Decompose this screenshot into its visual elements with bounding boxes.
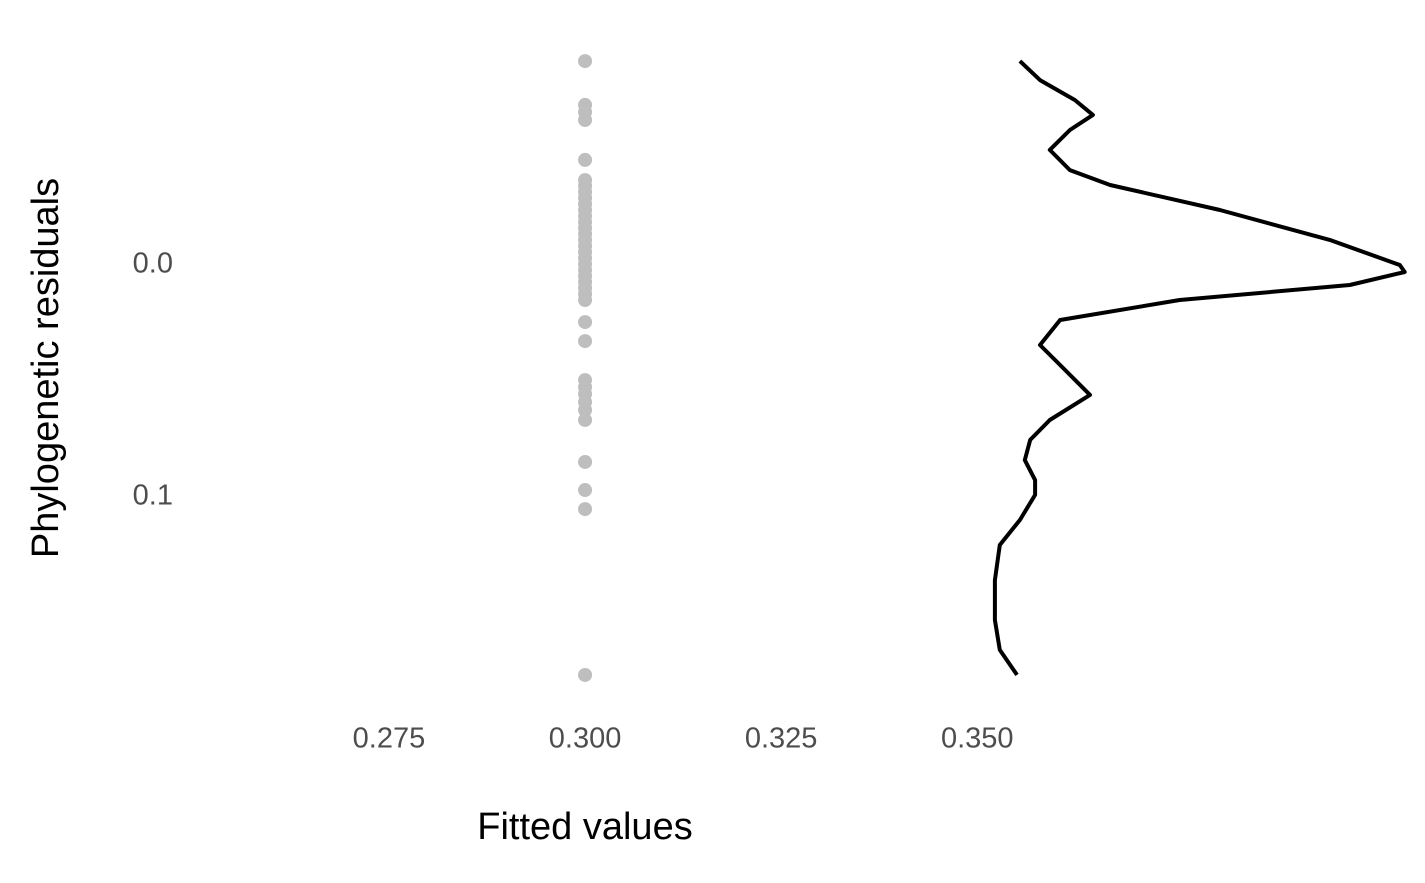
point bbox=[578, 54, 593, 69]
x-tick-label: 0.300 bbox=[549, 723, 622, 755]
point bbox=[578, 113, 593, 127]
point bbox=[578, 483, 593, 498]
point bbox=[578, 293, 593, 308]
y-tick-label: 0.0 bbox=[133, 248, 173, 280]
x-tick-label: 0.275 bbox=[353, 723, 426, 755]
point bbox=[578, 454, 593, 469]
point bbox=[578, 502, 593, 517]
point bbox=[578, 667, 593, 682]
point bbox=[578, 403, 593, 417]
point bbox=[578, 412, 593, 427]
x-tick-label: 0.350 bbox=[941, 723, 1014, 755]
x-tick-label: 0.325 bbox=[745, 723, 818, 755]
x-axis-title: Fitted values bbox=[477, 806, 692, 848]
point bbox=[578, 315, 593, 330]
density-line bbox=[992, 59, 1407, 677]
y-axis-title: Phylogenetic residuals bbox=[25, 178, 67, 558]
y-tick-label: 0.1 bbox=[133, 480, 173, 512]
point bbox=[578, 334, 593, 349]
point bbox=[578, 152, 593, 167]
